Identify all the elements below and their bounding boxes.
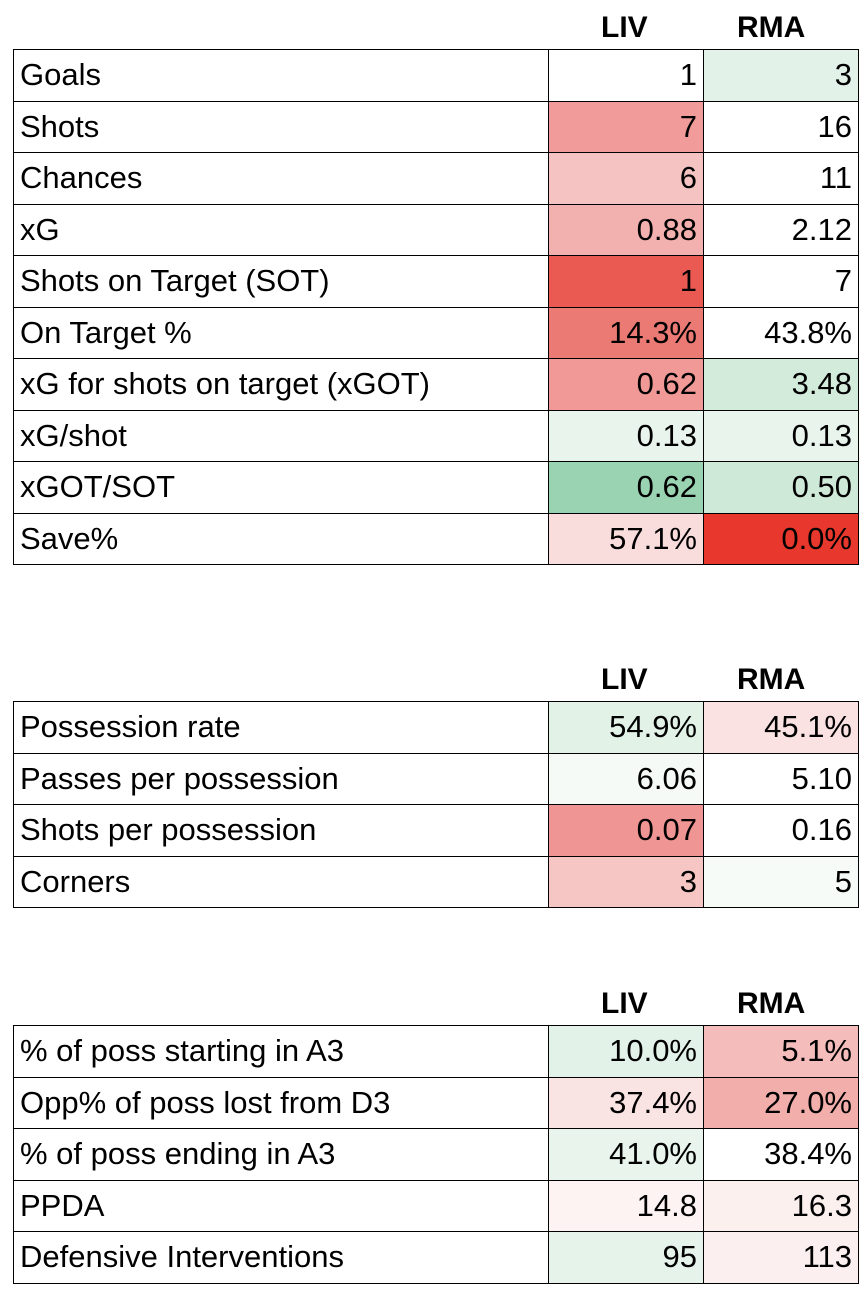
column-header-liv: LIV <box>601 987 648 1020</box>
table-row: xG 0.88 2.12 <box>13 203 859 256</box>
column-header-rma: RMA <box>737 663 806 696</box>
table-row: Chances 6 11 <box>13 152 859 205</box>
liv-value: 0.62 <box>548 461 704 514</box>
territory-stats-header: LIV RMA <box>13 976 855 1025</box>
stat-label: Defensive Interventions <box>13 1231 549 1284</box>
shooting-stats-section: LIV RMA Goals 1 3 Shots 7 16 Chances 6 11 xG 0.88 2… <box>13 0 859 565</box>
rma-value: 113 <box>703 1231 859 1284</box>
stat-label: Goals <box>13 49 549 102</box>
stat-label: PPDA <box>13 1179 549 1232</box>
stat-label: Shots per possession <box>13 804 549 857</box>
rma-value: 0.0% <box>703 512 859 565</box>
stat-label: xG <box>13 203 549 256</box>
column-header-liv: LIV <box>601 663 648 696</box>
rma-value: 0.13 <box>703 409 859 462</box>
stat-label: % of poss starting in A3 <box>13 1025 549 1078</box>
stat-label: Shots on Target (SOT) <box>13 255 549 308</box>
stat-label: Shots <box>13 100 549 153</box>
stat-label: Save% <box>13 512 549 565</box>
rma-value: 3.48 <box>703 358 859 411</box>
liv-value: 54.9% <box>548 701 704 754</box>
stat-label: On Target % <box>13 306 549 359</box>
liv-value: 6 <box>548 152 704 205</box>
table-row: % of poss ending in A3 41.0% 38.4% <box>13 1128 859 1181</box>
rma-value: 16 <box>703 100 859 153</box>
rma-value: 7 <box>703 255 859 308</box>
stat-label: Possession rate <box>13 701 549 754</box>
rma-value: 38.4% <box>703 1128 859 1181</box>
liv-value: 14.3% <box>548 306 704 359</box>
column-header-rma: RMA <box>737 987 806 1020</box>
possession-stats-section: LIV RMA Possession rate 54.9% 45.1% Passes … <box>13 652 859 908</box>
table-row: On Target % 14.3% 43.8% <box>13 306 859 359</box>
liv-value: 0.07 <box>548 804 704 857</box>
stat-label: xG for shots on target (xGOT) <box>13 358 549 411</box>
liv-value: 3 <box>548 855 704 908</box>
rma-value: 11 <box>703 152 859 205</box>
liv-value: 95 <box>548 1231 704 1284</box>
liv-value: 10.0% <box>548 1025 704 1078</box>
rma-value: 45.1% <box>703 701 859 754</box>
table-row: Shots 7 16 <box>13 100 859 153</box>
table-row: Possession rate 54.9% 45.1% <box>13 701 859 754</box>
liv-value: 37.4% <box>548 1076 704 1129</box>
table-row: PPDA 14.8 16.3 <box>13 1179 859 1232</box>
liv-value: 0.88 <box>548 203 704 256</box>
liv-value: 6.06 <box>548 752 704 805</box>
rma-value: 5.1% <box>703 1025 859 1078</box>
table-row: xG/shot 0.13 0.13 <box>13 409 859 462</box>
table-row: % of poss starting in A3 10.0% 5.1% <box>13 1025 859 1078</box>
liv-value: 41.0% <box>548 1128 704 1181</box>
stat-label: xG/shot <box>13 409 549 462</box>
table-row: xGOT/SOT 0.62 0.50 <box>13 461 859 514</box>
stat-label: Opp% of poss lost from D3 <box>13 1076 549 1129</box>
stat-label: Chances <box>13 152 549 205</box>
table-row: Goals 1 3 <box>13 49 859 102</box>
table-row: Corners 3 5 <box>13 855 859 908</box>
stat-label: xGOT/SOT <box>13 461 549 514</box>
territory-stats-table: % of poss starting in A3 10.0% 5.1% Opp% of… <box>13 1025 859 1284</box>
stat-label: % of poss ending in A3 <box>13 1128 549 1181</box>
territory-stats-section: LIV RMA % of poss starting in A3 10.0% 5.1… <box>13 976 859 1284</box>
rma-value: 0.16 <box>703 804 859 857</box>
possession-stats-header: LIV RMA <box>13 652 855 701</box>
liv-value: 1 <box>548 49 704 102</box>
table-row: Shots per possession 0.07 0.16 <box>13 804 859 857</box>
table-row: Opp% of poss lost from D3 37.4% 27.0% <box>13 1076 859 1129</box>
shooting-stats-table: Goals 1 3 Shots 7 16 Chances 6 11 xG 0.88 2.12 Shots… <box>13 49 859 565</box>
table-row: Defensive Interventions 95 113 <box>13 1231 859 1284</box>
table-row: Passes per possession 6.06 5.10 <box>13 752 859 805</box>
rma-value: 5.10 <box>703 752 859 805</box>
rma-value: 2.12 <box>703 203 859 256</box>
liv-value: 14.8 <box>548 1179 704 1232</box>
liv-value: 57.1% <box>548 512 704 565</box>
rma-value: 0.50 <box>703 461 859 514</box>
table-row: xG for shots on target (xGOT) 0.62 3.48 <box>13 358 859 411</box>
stat-label: Passes per possession <box>13 752 549 805</box>
liv-value: 0.62 <box>548 358 704 411</box>
liv-value: 7 <box>548 100 704 153</box>
table-row: Save% 57.1% 0.0% <box>13 512 859 565</box>
rma-value: 27.0% <box>703 1076 859 1129</box>
column-header-rma: RMA <box>737 11 806 44</box>
shooting-stats-header: LIV RMA <box>13 0 855 49</box>
possession-stats-table: Possession rate 54.9% 45.1% Passes per poss… <box>13 701 859 908</box>
table-row: Shots on Target (SOT) 1 7 <box>13 255 859 308</box>
stat-label: Corners <box>13 855 549 908</box>
column-header-liv: LIV <box>601 11 648 44</box>
rma-value: 5 <box>703 855 859 908</box>
rma-value: 16.3 <box>703 1179 859 1232</box>
rma-value: 43.8% <box>703 306 859 359</box>
liv-value: 0.13 <box>548 409 704 462</box>
rma-value: 3 <box>703 49 859 102</box>
liv-value: 1 <box>548 255 704 308</box>
